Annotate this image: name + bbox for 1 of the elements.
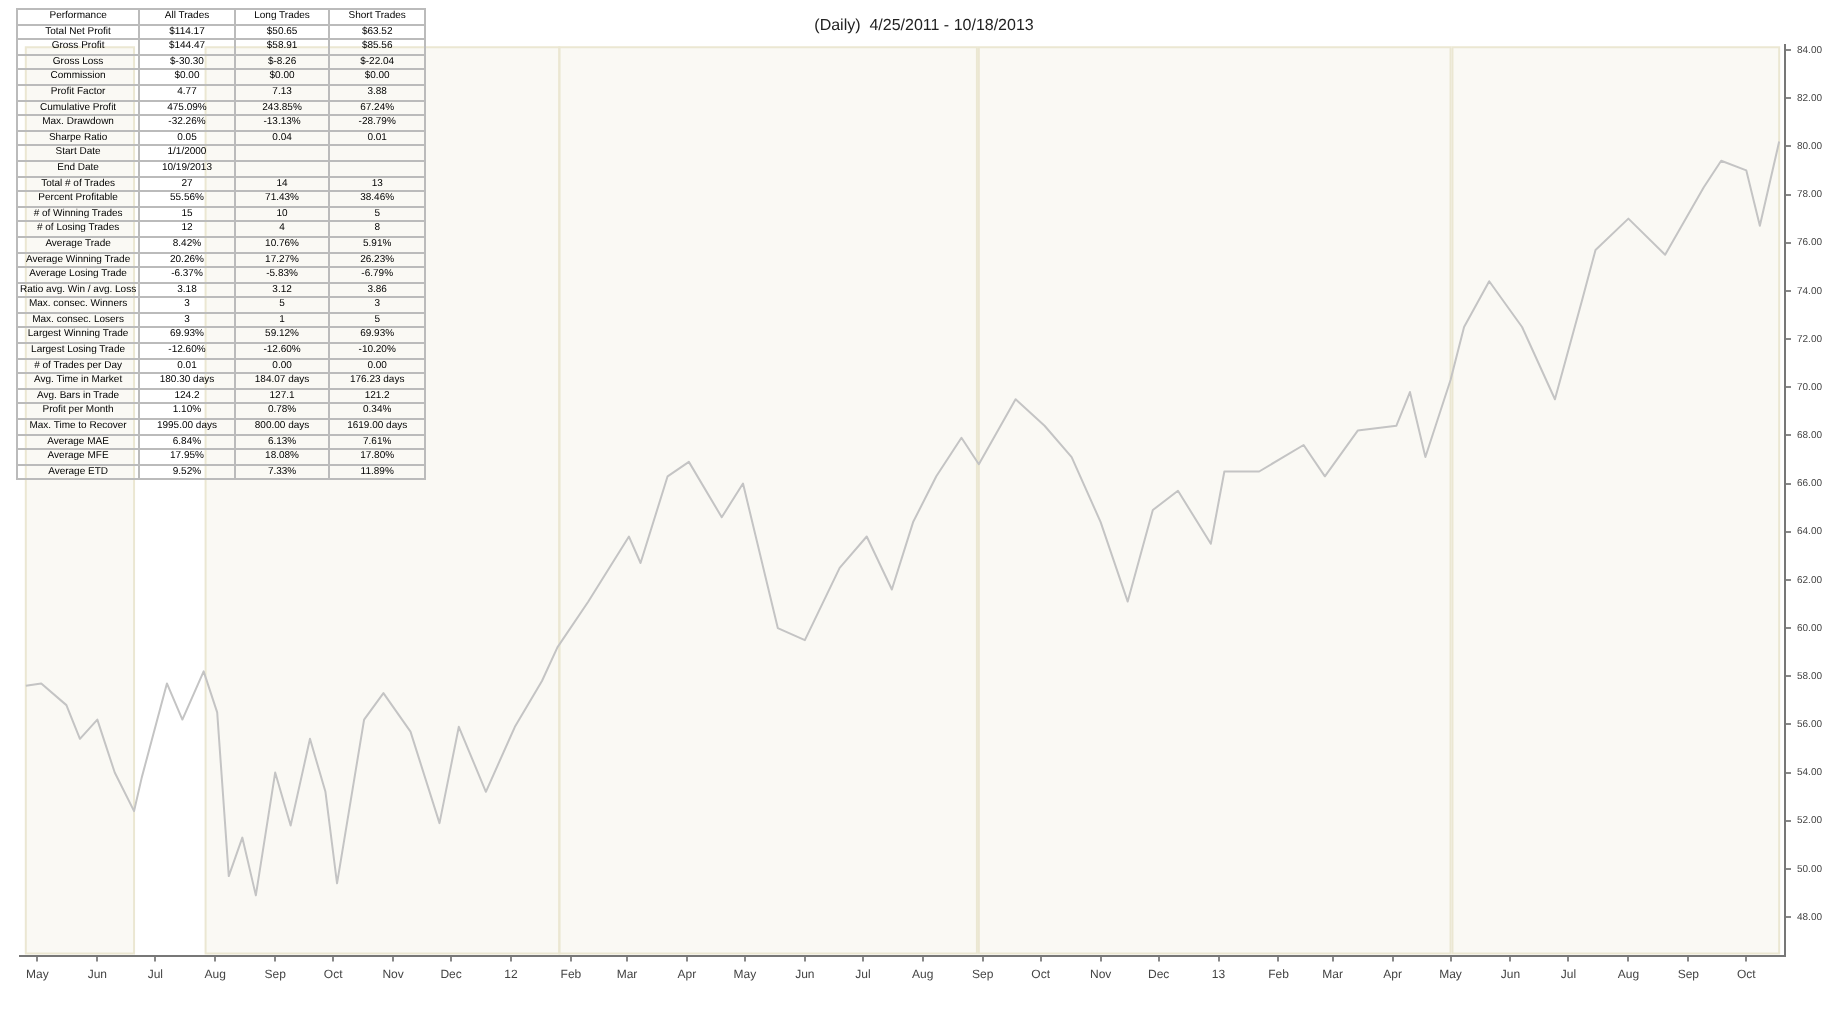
chart-title: (Daily) 4/25/2011 - 10/18/2013 [814,16,1035,35]
